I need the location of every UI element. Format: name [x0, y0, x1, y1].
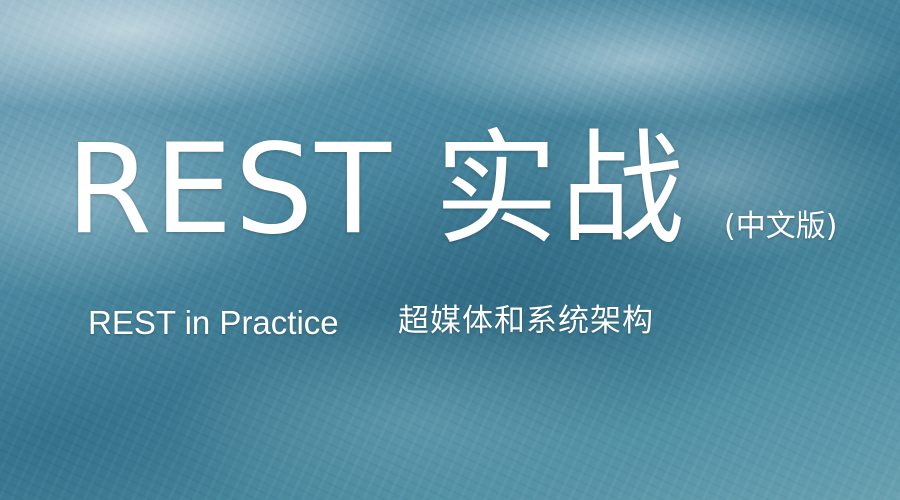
english-subtitle: REST in Practice	[88, 304, 339, 341]
edition-label: (中文版)	[724, 209, 838, 244]
book-title: REST 实战	[66, 118, 687, 262]
chinese-subtitle: 超媒体和系统架构	[398, 303, 654, 339]
